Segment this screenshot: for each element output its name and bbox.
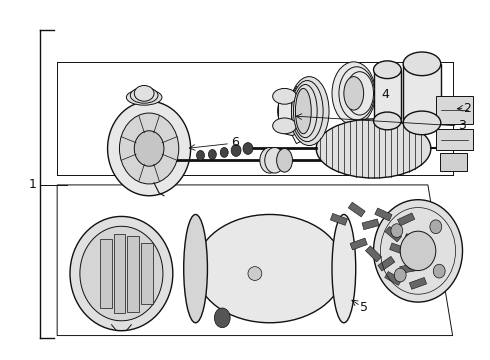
Ellipse shape	[332, 215, 356, 323]
Ellipse shape	[108, 101, 191, 196]
Bar	[114, 234, 125, 313]
Bar	[373, 70, 401, 121]
Ellipse shape	[80, 226, 163, 321]
Ellipse shape	[290, 77, 329, 145]
Ellipse shape	[295, 89, 311, 134]
Ellipse shape	[294, 85, 317, 138]
Polygon shape	[410, 278, 427, 289]
Polygon shape	[348, 202, 365, 217]
Bar	[99, 239, 112, 309]
Polygon shape	[57, 185, 453, 336]
Ellipse shape	[130, 87, 158, 103]
Polygon shape	[362, 219, 379, 230]
Polygon shape	[378, 256, 395, 271]
Ellipse shape	[403, 111, 441, 135]
Ellipse shape	[403, 52, 441, 76]
Bar	[440, 153, 467, 171]
Ellipse shape	[265, 148, 285, 173]
Polygon shape	[350, 238, 368, 250]
Ellipse shape	[346, 72, 373, 115]
Ellipse shape	[277, 148, 293, 172]
Polygon shape	[385, 226, 402, 242]
Text: 1: 1	[28, 179, 36, 192]
Ellipse shape	[373, 200, 463, 302]
Ellipse shape	[332, 62, 375, 125]
Ellipse shape	[316, 119, 431, 178]
Text: 3: 3	[458, 120, 466, 132]
Bar	[436, 129, 473, 150]
Ellipse shape	[373, 61, 401, 78]
Ellipse shape	[344, 77, 364, 110]
Bar	[141, 243, 153, 305]
Ellipse shape	[430, 220, 442, 234]
Ellipse shape	[278, 93, 301, 129]
Ellipse shape	[196, 150, 204, 160]
Ellipse shape	[214, 308, 230, 328]
Ellipse shape	[260, 148, 280, 173]
Ellipse shape	[208, 149, 216, 159]
Ellipse shape	[272, 118, 296, 134]
Ellipse shape	[134, 85, 154, 101]
Polygon shape	[405, 234, 421, 244]
Ellipse shape	[272, 89, 296, 104]
Polygon shape	[412, 247, 429, 261]
Polygon shape	[397, 213, 415, 226]
Ellipse shape	[243, 143, 253, 154]
Text: 2: 2	[464, 102, 471, 114]
Ellipse shape	[292, 81, 323, 141]
Polygon shape	[330, 213, 347, 225]
Ellipse shape	[134, 131, 164, 166]
Bar	[403, 64, 441, 123]
Ellipse shape	[339, 67, 374, 120]
Polygon shape	[385, 271, 402, 285]
Bar	[127, 235, 139, 311]
Ellipse shape	[391, 224, 403, 238]
Ellipse shape	[248, 267, 262, 280]
Bar	[436, 96, 473, 124]
Text: 4: 4	[381, 88, 390, 101]
Polygon shape	[281, 94, 302, 136]
Ellipse shape	[184, 215, 207, 323]
Ellipse shape	[433, 264, 445, 278]
Ellipse shape	[120, 113, 179, 184]
Polygon shape	[400, 264, 416, 273]
Polygon shape	[366, 246, 382, 262]
Ellipse shape	[373, 112, 401, 130]
Text: 5: 5	[360, 301, 368, 315]
Polygon shape	[375, 208, 392, 221]
Ellipse shape	[220, 148, 228, 157]
Text: 6: 6	[231, 136, 239, 149]
Polygon shape	[390, 243, 407, 255]
Ellipse shape	[400, 231, 436, 271]
Ellipse shape	[70, 216, 173, 330]
Ellipse shape	[231, 145, 241, 156]
Ellipse shape	[394, 268, 406, 282]
Bar	[278, 96, 292, 126]
Ellipse shape	[196, 215, 344, 323]
Ellipse shape	[126, 89, 162, 105]
